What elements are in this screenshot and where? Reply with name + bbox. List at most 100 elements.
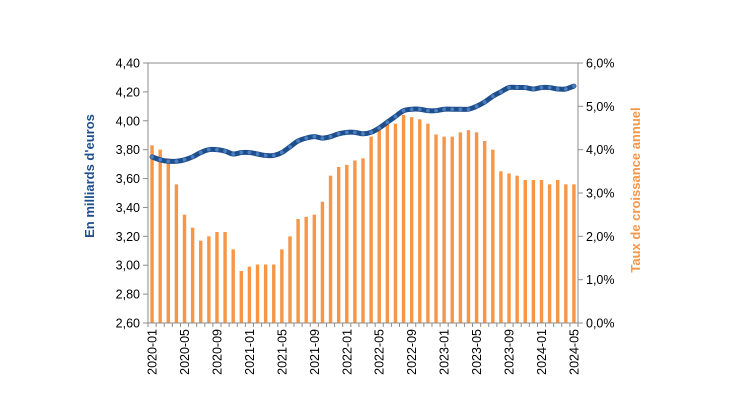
bar — [150, 145, 154, 323]
bar — [474, 132, 479, 323]
bar — [312, 214, 317, 323]
line-point — [247, 150, 252, 155]
bar — [539, 180, 544, 323]
line-point — [458, 107, 463, 112]
bar — [166, 158, 170, 323]
x-tick-label: 2023-09 — [503, 329, 517, 375]
bar — [361, 158, 365, 323]
line-point — [206, 147, 211, 152]
line-point — [215, 147, 219, 152]
bar — [531, 180, 536, 323]
x-tick-label: 2022-09 — [405, 329, 419, 375]
line-point — [336, 131, 341, 136]
bar — [304, 216, 308, 323]
bar — [466, 130, 471, 323]
bar — [499, 171, 503, 323]
left-tick-label: 3,00 — [116, 259, 140, 273]
bar — [515, 175, 519, 323]
line-point — [174, 159, 179, 164]
x-tick-label: 2021-05 — [275, 329, 289, 375]
x-tick-label: 2023-05 — [470, 329, 484, 375]
bar — [255, 264, 260, 323]
right-tick-label: 1,0% — [586, 273, 615, 287]
bar — [272, 264, 276, 323]
line-point — [182, 157, 187, 162]
bar — [223, 232, 227, 323]
line-point — [279, 150, 284, 155]
x-tick-label: 2024-05 — [567, 329, 581, 375]
right-tick-label: 3,0% — [586, 187, 615, 201]
bar — [207, 236, 211, 323]
line-point — [352, 130, 357, 135]
bar — [328, 175, 333, 323]
line-point — [515, 85, 520, 90]
right-tick-label: 2,0% — [586, 230, 615, 244]
line-point — [482, 100, 487, 104]
line-point — [385, 120, 390, 125]
bar — [320, 201, 325, 323]
x-tick-label: 2024-01 — [535, 329, 549, 375]
bar — [572, 184, 576, 323]
line-point — [426, 108, 430, 113]
line-point — [377, 126, 382, 130]
bar — [215, 232, 219, 323]
bar — [564, 184, 568, 323]
bar — [482, 141, 487, 323]
line-point — [466, 107, 471, 112]
line-point — [198, 150, 203, 155]
line-point — [499, 89, 503, 94]
line-point — [166, 159, 171, 164]
line-point — [563, 87, 568, 91]
bar — [190, 227, 195, 323]
line-point — [320, 136, 325, 141]
line-point — [474, 104, 479, 109]
bar — [418, 119, 422, 323]
bar — [377, 128, 381, 323]
x-tick-label: 2020-05 — [178, 329, 192, 375]
x-tick-label: 2021-01 — [243, 329, 257, 375]
left-tick-label: 3,60 — [116, 172, 140, 186]
bar — [369, 136, 373, 323]
bar — [345, 164, 349, 323]
line-point — [344, 130, 349, 135]
bar — [174, 184, 179, 323]
line-point — [434, 108, 438, 113]
line-point — [369, 130, 374, 135]
line-point — [158, 157, 163, 162]
left-tick-label: 2,80 — [116, 288, 140, 302]
line-point — [490, 94, 495, 99]
bar — [491, 149, 495, 323]
bar — [385, 123, 390, 323]
line-layer — [149, 83, 577, 164]
x-tick-label: 2020-01 — [146, 329, 160, 375]
right-tick-label: 4,0% — [586, 143, 615, 157]
left-tick-label: 3,40 — [116, 201, 140, 215]
left-axis-title: En milliards d'euros — [82, 114, 97, 238]
bar — [442, 136, 446, 323]
bar — [280, 249, 284, 323]
x-tick-label: 2020-09 — [210, 329, 224, 375]
bar — [247, 266, 252, 323]
bar — [288, 236, 292, 323]
x-tick-label: 2021-09 — [308, 329, 322, 375]
line-point — [539, 85, 544, 90]
bar — [263, 264, 268, 323]
bar — [239, 271, 244, 323]
bar — [353, 160, 357, 323]
axes-layer — [143, 62, 583, 327]
x-tick-label: 2022-01 — [340, 329, 354, 375]
line-point — [312, 134, 317, 139]
bar — [182, 214, 187, 323]
left-tick-label: 3,80 — [116, 143, 140, 157]
left-tick-label: 3,20 — [116, 230, 140, 244]
bar — [336, 167, 341, 323]
line-point — [271, 153, 276, 158]
line-point — [328, 134, 333, 139]
line-point — [239, 150, 244, 155]
bar — [401, 115, 406, 323]
x-tick-label: 2022-05 — [373, 329, 387, 375]
line-point — [409, 107, 414, 112]
bar — [409, 117, 414, 323]
